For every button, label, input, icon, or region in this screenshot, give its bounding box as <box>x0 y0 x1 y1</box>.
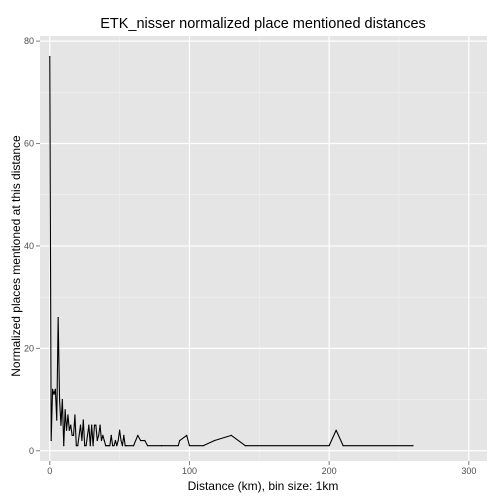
data-point <box>119 429 121 431</box>
data-point <box>202 445 205 447</box>
data-point <box>64 409 66 411</box>
data-point <box>58 398 61 401</box>
data-point <box>102 434 104 436</box>
data-point <box>70 424 72 426</box>
data-point <box>79 424 82 426</box>
x-tick-label: 300 <box>461 466 476 476</box>
data-point <box>144 439 146 442</box>
data-point <box>116 445 118 447</box>
data-point <box>49 55 51 58</box>
data-point <box>92 445 94 447</box>
data-point <box>137 434 139 436</box>
data-point <box>89 445 91 447</box>
data-point <box>63 445 65 447</box>
data-point <box>412 445 414 447</box>
data-point <box>103 439 105 442</box>
data-point <box>54 388 56 390</box>
data-point <box>96 439 98 442</box>
data-point <box>335 429 337 431</box>
data-point <box>109 445 111 447</box>
data-point <box>82 419 84 421</box>
minor-gridlines <box>40 36 487 461</box>
data-point <box>68 429 70 431</box>
data-point <box>95 424 97 426</box>
data-point <box>86 434 89 436</box>
series-line <box>49 56 413 447</box>
data-point <box>121 445 124 447</box>
data-point <box>71 434 73 436</box>
y-tick-label: 40 <box>24 241 34 251</box>
data-point <box>67 414 69 416</box>
y-tick-label: 60 <box>24 139 34 149</box>
x-axis: 0 100 200 300 <box>47 461 476 476</box>
data-point <box>132 445 135 447</box>
chart-title: ETK_nisser normalized place mentioned di… <box>100 16 426 32</box>
x-tick-label: 200 <box>322 466 337 476</box>
data-point <box>53 393 55 396</box>
y-tick-label: 0 <box>29 446 34 456</box>
data-point <box>230 434 232 436</box>
y-axis-label: Normalized places mentioned at this dist… <box>9 135 23 377</box>
plot-panel <box>40 36 487 461</box>
y-axis: 0 20 40 60 80 <box>24 36 40 456</box>
data-point <box>328 445 330 447</box>
data-point <box>107 445 110 447</box>
x-tick-label: 100 <box>182 466 197 476</box>
data-point <box>146 445 149 447</box>
data-point <box>84 445 86 447</box>
data-point <box>342 445 344 447</box>
data-point <box>78 434 80 436</box>
data-point <box>99 424 101 426</box>
data-point <box>186 434 188 436</box>
data-point <box>126 445 128 447</box>
data-point <box>93 424 96 426</box>
data-point <box>85 445 87 447</box>
data-point <box>57 317 59 319</box>
data-point <box>91 424 93 426</box>
data-point <box>179 439 181 442</box>
data-point <box>113 445 115 447</box>
data-point <box>88 424 90 426</box>
data-point <box>214 439 216 442</box>
data-point <box>110 434 112 436</box>
data-point <box>75 445 77 447</box>
data-point <box>98 434 100 436</box>
data-point <box>74 414 76 416</box>
data-point <box>244 445 246 447</box>
major-gridlines <box>40 36 487 461</box>
data-point <box>61 398 63 401</box>
data-point <box>124 445 126 447</box>
data-point <box>117 439 119 442</box>
data-point <box>105 445 107 447</box>
data-point <box>72 434 75 436</box>
data-point <box>106 445 108 447</box>
x-axis-label: Distance (km), bin size: 1km <box>188 479 339 493</box>
data-point <box>51 388 54 390</box>
data-point <box>177 445 179 447</box>
y-tick-label: 20 <box>24 343 34 353</box>
data-point <box>160 445 163 447</box>
data-point <box>60 424 62 426</box>
data-point <box>56 419 58 421</box>
data-point <box>188 445 191 447</box>
data-point <box>81 439 83 442</box>
data-point <box>100 439 103 442</box>
data-point <box>139 439 142 442</box>
series-layer <box>49 55 414 447</box>
data-point <box>120 439 122 442</box>
data-point <box>114 439 117 442</box>
x-tick-label: 0 <box>47 466 52 476</box>
data-point <box>50 439 52 442</box>
y-tick-label: 80 <box>24 36 34 46</box>
data-point <box>65 429 68 431</box>
data-point <box>123 434 125 436</box>
data-point <box>77 445 79 447</box>
data-point <box>112 445 114 447</box>
